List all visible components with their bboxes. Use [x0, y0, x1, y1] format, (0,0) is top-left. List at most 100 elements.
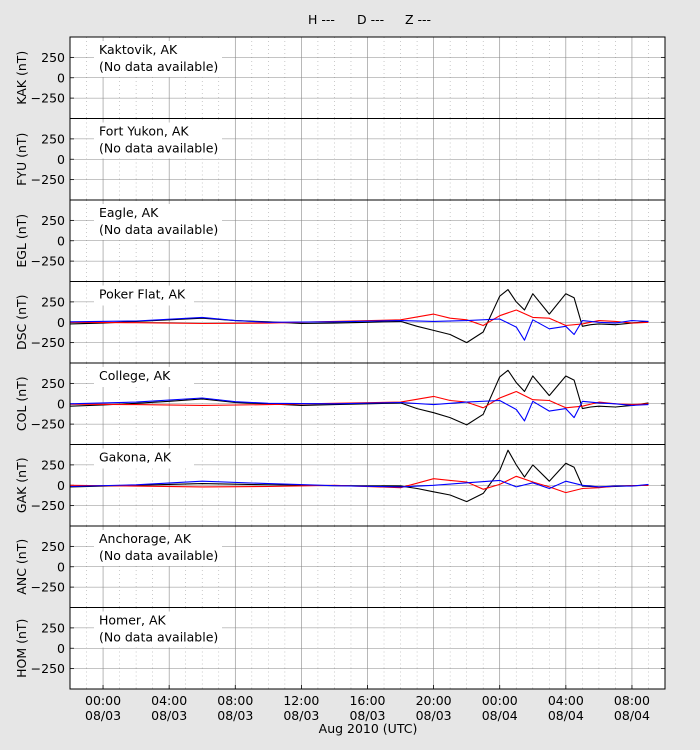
station-label-group: Gakona, AK: [94, 448, 194, 469]
y-tick-label: 0: [57, 478, 65, 493]
x-tick-time: 00:00: [482, 693, 518, 708]
x-tick-date: 08/04: [548, 708, 584, 723]
station-name: Homer, AK: [99, 613, 167, 628]
no-data-note: (No data available): [99, 59, 218, 74]
x-tick-date: 08/03: [151, 708, 187, 723]
y-tick-label: 0: [57, 315, 65, 330]
y-tick-label: 250: [41, 539, 65, 554]
y-tick-label: 0: [57, 70, 65, 85]
y-tick-label: 0: [57, 152, 65, 167]
label-box: [94, 41, 222, 77]
y-axis-label: KAK (nT): [14, 51, 29, 105]
y-axis-label: FYU (nT): [14, 133, 29, 186]
x-tick-date: 08/03: [85, 708, 121, 723]
y-tick-label: −250: [31, 580, 65, 595]
y-tick-label: 250: [41, 294, 65, 309]
station-label-group: Kaktovik, AK (No data available): [94, 41, 222, 77]
label-box: [94, 204, 222, 240]
legend-entry-z: Z ---: [405, 12, 431, 27]
station-name: Fort Yukon, AK: [99, 124, 189, 139]
panel-8: −250 0 250 Homer, AK (No data available) HOM …: [14, 607, 666, 690]
x-tick-date: 08/03: [416, 708, 452, 723]
y-tick-label: 0: [57, 641, 65, 656]
y-tick-label: 250: [41, 213, 65, 228]
no-data-note: (No data available): [99, 141, 218, 156]
label-box: [94, 122, 222, 159]
station-label-group: Fort Yukon, AK (No data available): [94, 122, 222, 159]
no-data-note: (No data available): [99, 548, 218, 563]
label-box: [94, 285, 194, 306]
panel-6: −250 0 250 Gakona, AK GAK (nT): [14, 444, 666, 527]
no-data-note: (No data available): [99, 630, 218, 645]
y-tick-label: −250: [31, 254, 65, 269]
x-tick-date: 08/03: [349, 708, 385, 723]
no-data-note: (No data available): [99, 222, 218, 237]
y-tick-label: 250: [41, 620, 65, 635]
x-tick-time: 00:00: [85, 693, 121, 708]
station-label-group: Poker Flat, AK: [94, 285, 194, 306]
y-axis-label: DSC (nT): [14, 294, 29, 350]
y-tick-label: 250: [41, 457, 65, 472]
y-axis-label: ANC (nT): [14, 539, 29, 595]
x-tick-time: 08:00: [614, 693, 650, 708]
x-tick-date: 08/04: [614, 708, 650, 723]
x-tick-date: 08/04: [482, 708, 518, 723]
y-tick-label: 0: [57, 233, 65, 248]
y-tick-label: 250: [41, 376, 65, 391]
station-label-group: Eagle, AK (No data available): [94, 204, 222, 240]
station-label-group: Anchorage, AK (No data available): [94, 530, 222, 566]
station-label-group: Homer, AK (No data available): [94, 611, 222, 648]
x-tick-time: 16:00: [349, 693, 385, 708]
series-line-z: [69, 479, 649, 490]
panel-3: −250 0 250 Eagle, AK (No data available) EGL …: [14, 199, 666, 282]
label-box: [94, 448, 194, 469]
x-tick-date: 08/03: [217, 708, 253, 723]
y-axis-label: COL (nT): [14, 376, 29, 431]
series-line-d: [69, 309, 649, 327]
x-tick-time: 04:00: [548, 693, 584, 708]
panel-7: −250 0 250 Anchorage, AK (No data available)…: [14, 525, 666, 608]
y-tick-label: 0: [57, 559, 65, 574]
panel-4: −250 0 250 Poker Flat, AK DSC (nT): [14, 281, 666, 364]
x-axis-label: Aug 2010 (UTC): [319, 721, 418, 736]
label-box: [94, 530, 222, 566]
station-name: Gakona, AK: [99, 450, 172, 465]
station-name: Anchorage, AK: [99, 531, 192, 546]
y-tick-label: −250: [31, 661, 65, 676]
y-tick-label: −250: [31, 172, 65, 187]
station-label-group: College, AK: [94, 367, 194, 387]
legend-entry-h: H ---: [308, 12, 335, 27]
label-box: [94, 611, 222, 648]
series-line-z: [69, 397, 649, 422]
y-tick-label: 0: [57, 396, 65, 411]
x-tick-time: 20:00: [416, 693, 452, 708]
y-axis-label: HOM (nT): [14, 619, 29, 678]
y-tick-label: 250: [41, 131, 65, 146]
y-axis-label: EGL (nT): [14, 214, 29, 268]
series-line-h: [69, 369, 649, 426]
y-tick-label: 250: [41, 50, 65, 65]
y-tick-label: −250: [31, 498, 65, 513]
y-tick-label: −250: [31, 91, 65, 106]
panel-5: −250 0 250 College, AK COL (nT): [14, 362, 666, 445]
series-line-d: [69, 475, 649, 494]
y-tick-label: −250: [31, 335, 65, 350]
x-tick-time: 08:00: [217, 693, 253, 708]
panel-2: −250 0 250 Fort Yukon, AK (No data available…: [14, 118, 666, 201]
legend-entry-d: D ---: [357, 12, 384, 27]
legend: H --- D --- Z ---: [308, 12, 431, 27]
x-tick-time: 12:00: [283, 693, 319, 708]
x-axis-ticks: 00:0008/0304:0008/0308:0008/0312:0008/03…: [85, 685, 650, 723]
y-axis-label: GAK (nT): [14, 457, 29, 513]
x-tick-time: 04:00: [151, 693, 187, 708]
series-line-z: [69, 316, 649, 341]
station-name: Kaktovik, AK: [99, 42, 178, 57]
station-name: Poker Flat, AK: [99, 287, 186, 302]
x-tick-date: 08/03: [283, 708, 319, 723]
label-box: [94, 367, 194, 387]
y-tick-label: −250: [31, 417, 65, 432]
station-name: College, AK: [99, 368, 171, 383]
